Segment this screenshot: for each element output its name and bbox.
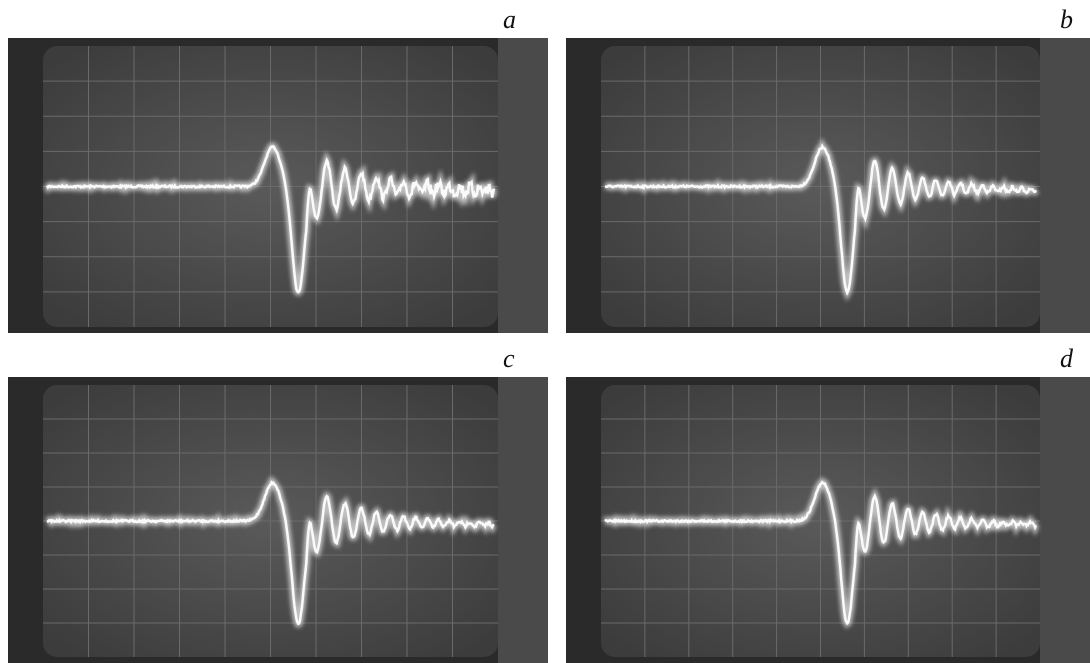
trace xyxy=(46,480,495,626)
oscilloscope-photo xyxy=(8,377,548,663)
panel-label: b xyxy=(1060,5,1073,34)
oscilloscope-photo xyxy=(8,38,548,333)
panel-label: c xyxy=(503,344,515,373)
bezel-edge xyxy=(1040,38,1090,333)
trace xyxy=(45,144,496,294)
trace xyxy=(604,143,1038,296)
bezel-edge xyxy=(498,377,548,663)
panel-label: d xyxy=(1060,344,1074,373)
bezel-edge xyxy=(498,38,548,333)
bezel-edge xyxy=(1040,377,1090,663)
trace xyxy=(604,480,1038,626)
panel-label: a xyxy=(503,5,516,34)
oscilloscope-photo xyxy=(566,377,1090,663)
oscilloscope-photo xyxy=(566,38,1090,333)
